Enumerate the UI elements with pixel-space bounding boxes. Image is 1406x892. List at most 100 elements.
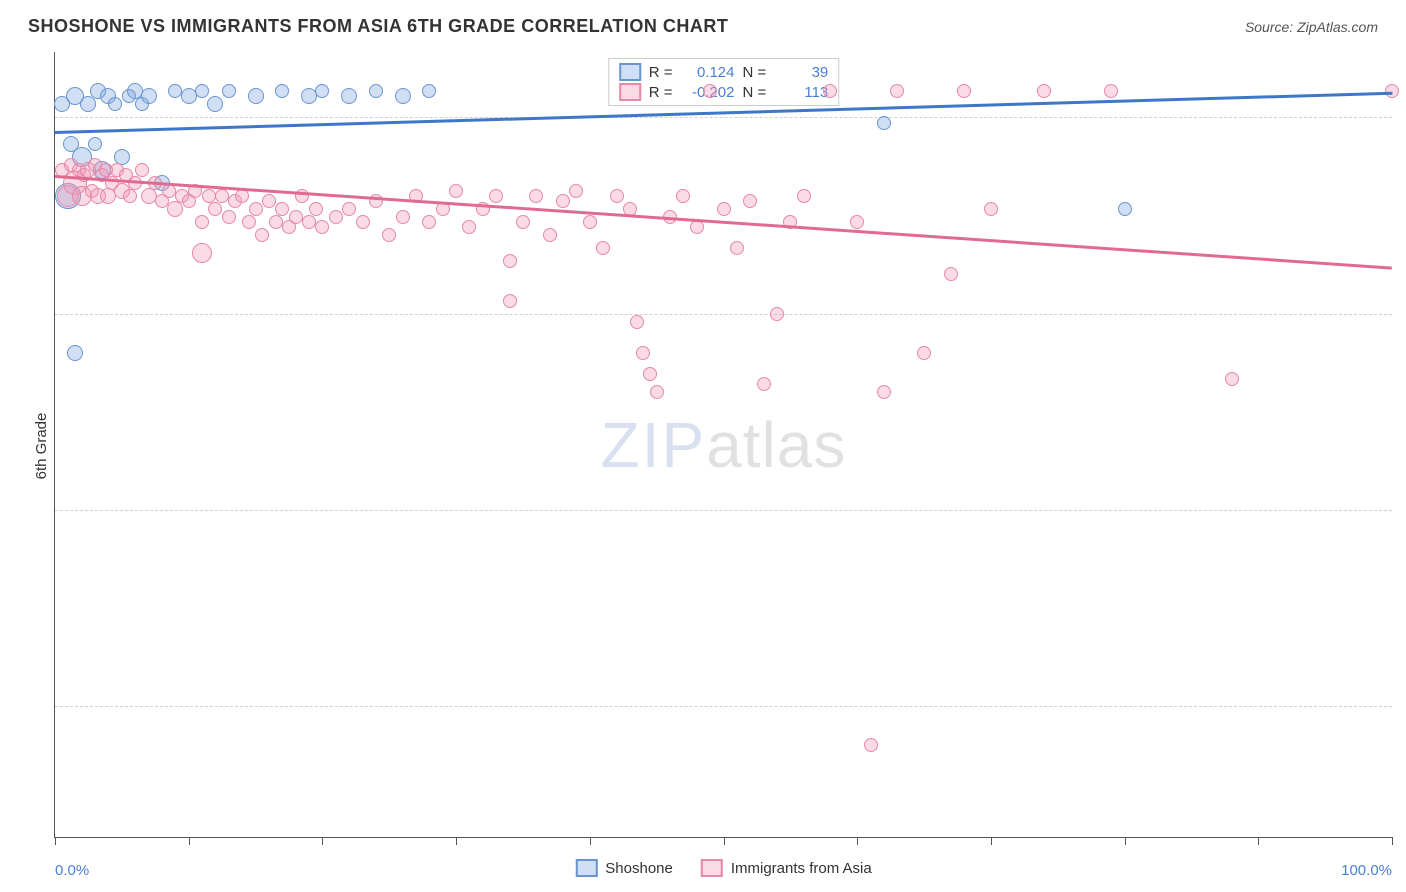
x-tick [1258, 837, 1259, 845]
scatter-point [222, 84, 236, 98]
scatter-point [275, 202, 289, 216]
scatter-point [944, 267, 958, 281]
r-label: R = [649, 84, 673, 101]
scatter-point [1225, 372, 1239, 386]
scatter-point [743, 194, 757, 208]
scatter-point [556, 194, 570, 208]
scatter-point [395, 88, 411, 104]
legend-swatch-immigrants [619, 83, 641, 101]
y-tick-label: 92.5% [1400, 305, 1406, 322]
scatter-point [135, 163, 149, 177]
scatter-point [630, 315, 644, 329]
scatter-point [1118, 202, 1132, 216]
scatter-point [449, 184, 463, 198]
scatter-point [643, 367, 657, 381]
scatter-point [503, 294, 517, 308]
y-axis-label: 6th Grade [33, 413, 50, 480]
x-tick [857, 837, 858, 845]
scatter-point [167, 201, 183, 217]
n-label: N = [743, 64, 767, 81]
n-value-immigrants: 113 [774, 84, 828, 101]
scatter-point [529, 189, 543, 203]
legend-stats-row: R = -0.202 N = 113 [619, 83, 829, 101]
scatter-point [289, 210, 303, 224]
scatter-point [195, 84, 209, 98]
scatter-point [823, 84, 837, 98]
legend-item: Shoshone [575, 859, 673, 877]
x-tick [322, 837, 323, 845]
watermark: ZIPatlas [601, 408, 847, 482]
scatter-point [329, 210, 343, 224]
x-tick [1125, 837, 1126, 845]
scatter-point [730, 241, 744, 255]
scatter-point [315, 220, 329, 234]
scatter-point [1104, 84, 1118, 98]
scatter-point [249, 202, 263, 216]
scatter-point [770, 307, 784, 321]
gridline [55, 510, 1392, 511]
scatter-point [636, 346, 650, 360]
r-label: R = [649, 64, 673, 81]
scatter-point [877, 385, 891, 399]
scatter-point [1037, 84, 1051, 98]
scatter-point [162, 184, 176, 198]
r-value-shoshone: 0.124 [681, 64, 735, 81]
scatter-point [141, 88, 157, 104]
scatter-point [543, 228, 557, 242]
scatter-point [369, 84, 383, 98]
y-tick-label: 85.0% [1400, 501, 1406, 518]
scatter-point [890, 84, 904, 98]
scatter-point [202, 189, 216, 203]
scatter-point [596, 241, 610, 255]
scatter-point [302, 215, 316, 229]
x-tick [991, 837, 992, 845]
y-tick-label: 100.0% [1400, 109, 1406, 126]
scatter-point [462, 220, 476, 234]
scatter-point [489, 189, 503, 203]
y-tick-label: 77.5% [1400, 698, 1406, 715]
scatter-point [356, 215, 370, 229]
scatter-point [917, 346, 931, 360]
n-label: N = [743, 84, 767, 101]
scatter-point [717, 202, 731, 216]
scatter-point [610, 189, 624, 203]
legend-swatch-shoshone [619, 63, 641, 81]
legend-bottom: Shoshone Immigrants from Asia [575, 859, 871, 877]
gridline [55, 314, 1392, 315]
scatter-point [877, 116, 891, 130]
legend-item: Immigrants from Asia [701, 859, 872, 877]
scatter-point [342, 202, 356, 216]
scatter-point [516, 215, 530, 229]
scatter-point [864, 738, 878, 752]
legend-stats-row: R = 0.124 N = 39 [619, 63, 829, 81]
scatter-point [269, 215, 283, 229]
scatter-point [235, 189, 249, 203]
legend-swatch-icon [575, 859, 597, 877]
scatter-point [262, 194, 276, 208]
scatter-point [422, 84, 436, 98]
scatter-point [108, 97, 122, 111]
scatter-point [192, 243, 212, 263]
scatter-point [650, 385, 664, 399]
scatter-point [123, 189, 137, 203]
gridline [55, 706, 1392, 707]
scatter-point [583, 215, 597, 229]
scatter-point [396, 210, 410, 224]
legend-swatch-icon [701, 859, 723, 877]
scatter-point [957, 84, 971, 98]
gridline [55, 117, 1392, 118]
scatter-point [757, 377, 771, 391]
scatter-point [703, 84, 717, 98]
scatter-point [676, 189, 690, 203]
chart-title: SHOSHONE VS IMMIGRANTS FROM ASIA 6TH GRA… [28, 16, 728, 37]
legend-label: Shoshone [605, 860, 673, 877]
scatter-point [222, 210, 236, 224]
scatter-point [382, 228, 396, 242]
x-axis-min: 0.0% [55, 862, 89, 879]
scatter-point [797, 189, 811, 203]
scatter-point [984, 202, 998, 216]
scatter-point [215, 189, 229, 203]
scatter-point [248, 88, 264, 104]
legend-stats: R = 0.124 N = 39 R = -0.202 N = 113 [608, 58, 840, 106]
watermark-atlas: atlas [706, 409, 846, 481]
